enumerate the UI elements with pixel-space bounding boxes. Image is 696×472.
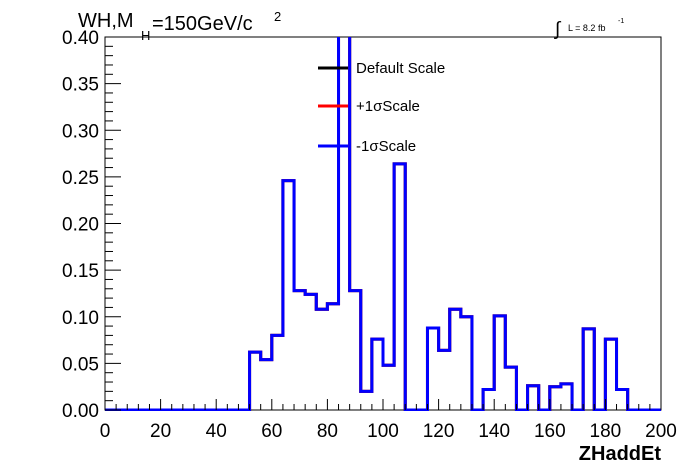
legend-label-minus-1sigma-scale: -1σScale	[356, 138, 416, 155]
x-tick-label: 0	[100, 421, 111, 442]
x-tick-label: 200	[645, 421, 677, 442]
legend-entry-minus-1sigma-scale: -1σScale	[318, 138, 416, 155]
y-tick-label: 0.05	[62, 354, 99, 375]
x-tick-label: 60	[261, 421, 282, 442]
luminosity-label: ∫ L = 8.2 fb -1	[554, 18, 624, 40]
x-tick-label: 20	[150, 421, 171, 442]
series-line-1-scale	[105, 37, 661, 411]
legend-entry-default-scale: Default Scale	[318, 60, 445, 77]
legend: Default Scale +1σScale -1σScale	[318, 60, 445, 155]
x-tick-label: 100	[367, 421, 399, 442]
x-tick-label: 40	[206, 421, 227, 442]
x-tick-label: 180	[590, 421, 622, 442]
y-tick-label: 0.30	[62, 121, 99, 142]
series-layer	[105, 37, 661, 411]
title-prefix: WH,M	[78, 10, 134, 32]
legend-entry-plus-1sigma-scale: +1σScale	[318, 98, 420, 115]
y-tick-label: 0.20	[62, 215, 99, 236]
legend-label-plus-1sigma-scale: +1σScale	[356, 98, 420, 115]
y-tick-label: 0.00	[62, 401, 99, 422]
x-tick-label: 120	[423, 421, 455, 442]
y-tick-label: 0.40	[62, 28, 99, 49]
luminosity-text: L = 8.2 fb	[568, 23, 605, 33]
luminosity-superscript: -1	[618, 18, 624, 25]
title-superscript: 2	[274, 9, 281, 24]
y-tick-label: 0.10	[62, 308, 99, 329]
y-tick-label: 0.25	[62, 168, 99, 189]
x-tick-label: 80	[317, 421, 338, 442]
plot-title: WH,M H =150GeV/c 2	[78, 9, 281, 43]
x-tick-label: 140	[478, 421, 510, 442]
x-axis-title: ZHaddEt	[579, 443, 662, 465]
y-tick-label: 0.35	[62, 75, 99, 96]
title-subscript: H	[141, 28, 150, 43]
x-tick-label: 160	[534, 421, 566, 442]
legend-label-default-scale: Default Scale	[356, 60, 445, 77]
y-tick-label: 0.15	[62, 261, 99, 282]
title-value: =150GeV/c	[152, 13, 253, 35]
integral-symbol: ∫	[554, 19, 562, 40]
axis-layer: 0 20 40 60 80 100 120 140 160 180 200 0.00 0.05 0.10 0…	[62, 28, 677, 442]
